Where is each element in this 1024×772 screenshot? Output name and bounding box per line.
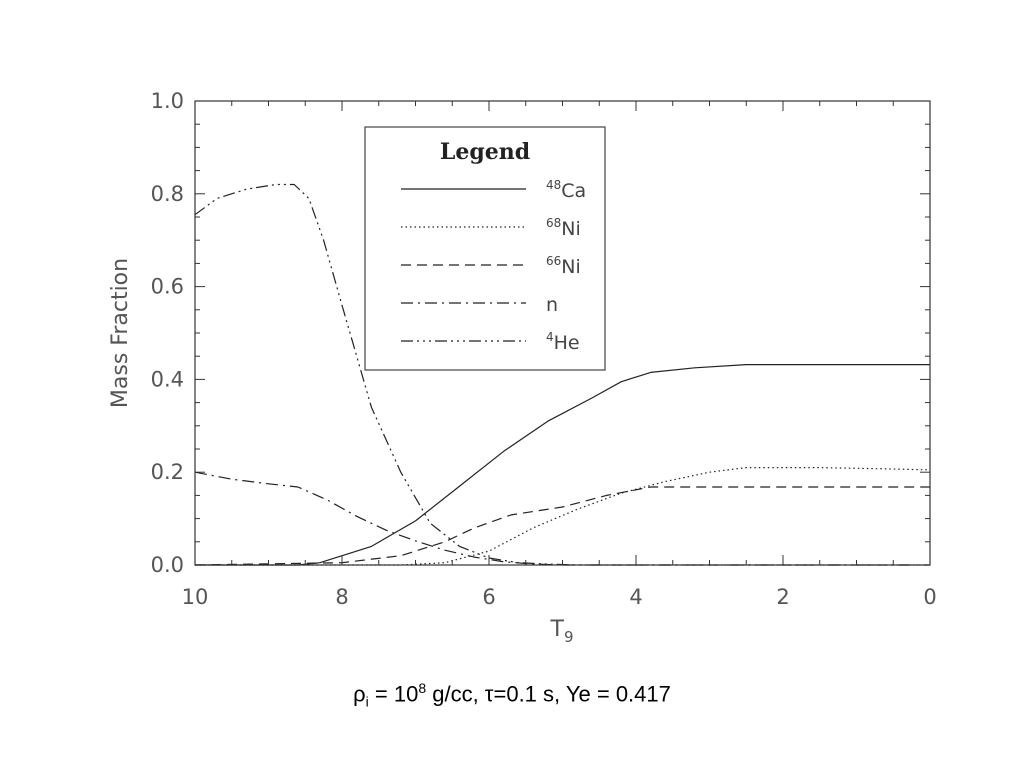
- legend-entry: 48Ca: [401, 178, 586, 202]
- legend-entry: 4He: [401, 330, 580, 354]
- caption-rho: ρ: [353, 681, 366, 707]
- legend-label-text: Ni: [561, 218, 581, 240]
- legend-label-text: Ni: [561, 256, 581, 278]
- ticks-layer: [194, 100, 931, 566]
- x-tick-label: 8: [335, 585, 348, 609]
- legend-entry: n: [401, 294, 558, 316]
- x-tick-label: 10: [182, 585, 209, 609]
- y-axis-label: Mass Fraction: [108, 258, 133, 408]
- caption-parameters: g/cc, τ=0.1 s, Ye = 0.417: [426, 681, 671, 707]
- legend-label-superscript: 48: [546, 178, 561, 192]
- legend-entry: 66Ni: [401, 254, 581, 278]
- legend-label: 4He: [546, 330, 580, 354]
- series-layer: [194, 183, 931, 566]
- y-tick-label: 0.2: [151, 460, 184, 484]
- legend-label: 66Ni: [546, 254, 581, 278]
- caption-rho-subscript: i: [365, 693, 369, 710]
- caption-exponent: 8: [418, 680, 427, 696]
- legend-label-superscript: 66: [546, 254, 561, 268]
- y-tick-label: 0.0: [151, 553, 184, 577]
- y-tick-label: 0.8: [151, 182, 184, 206]
- legend-label-superscript: 4: [546, 330, 554, 344]
- legend-label: n: [546, 294, 558, 316]
- y-tick-label: 0.4: [151, 367, 184, 391]
- legend-label-text: Ca: [561, 180, 586, 202]
- y-tick-label: 0.6: [151, 275, 184, 299]
- x-tick-label: 2: [776, 585, 789, 609]
- legend-label-superscript: 68: [546, 216, 561, 230]
- legend-box: [364, 126, 606, 371]
- figure-caption: ρi = 108 g/cc, τ=0.1 s, Ye = 0.417: [0, 680, 1024, 710]
- series-line-66ni: [194, 486, 930, 566]
- legend-label: 48Ca: [546, 178, 586, 202]
- labels-layer: 10 8 6 4 2 0 0.0 0.2 0.4 0.6 0.8 1.0: [151, 89, 937, 609]
- x-tick-label: 0: [923, 585, 936, 609]
- series-line-48ca: [195, 364, 930, 566]
- legend-label-text: He: [554, 332, 580, 354]
- series-line-68ni: [195, 467, 931, 566]
- series-line-n: [194, 471, 930, 566]
- legend-label: 68Ni: [546, 216, 581, 240]
- y-tick-label: 1.0: [151, 89, 184, 113]
- x-tick-label: 4: [629, 585, 642, 609]
- legend-entry: 68Ni: [401, 216, 581, 240]
- x-tick-label: 6: [482, 585, 495, 609]
- x-axis-label: T9: [550, 617, 574, 646]
- caption-density: = 10: [368, 681, 419, 707]
- series-line-4he: [194, 183, 930, 566]
- legend-title: Legend: [440, 139, 530, 165]
